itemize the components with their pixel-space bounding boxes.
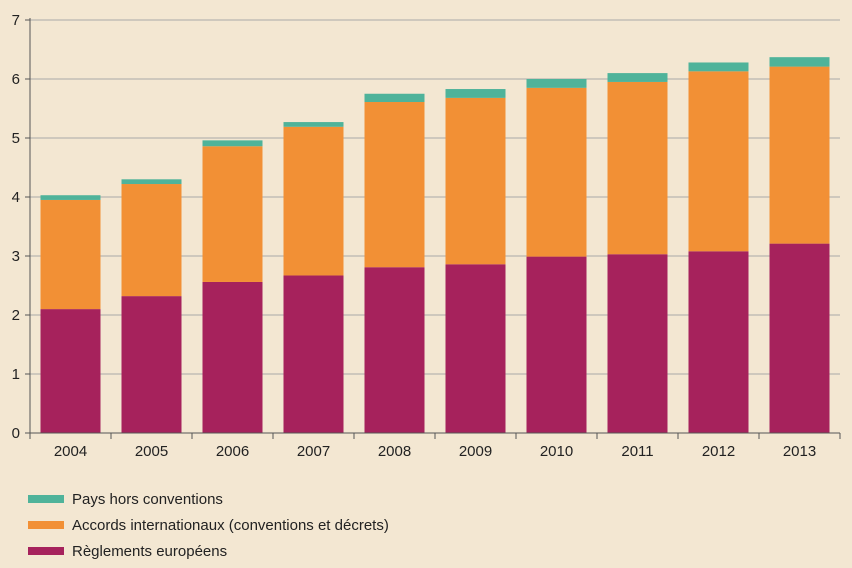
bar-segment-2009-2	[445, 89, 506, 98]
bar-segment-2010-1	[526, 87, 587, 257]
bar-segment-2005-0	[121, 296, 182, 433]
bar-segment-2007-0	[283, 275, 344, 433]
bar-segment-2013-0	[769, 243, 830, 433]
y-tick-label: 5	[12, 130, 20, 147]
bar-segment-2005-2	[121, 179, 182, 185]
bar-segment-2007-2	[283, 122, 344, 127]
x-tick-label: 2006	[216, 443, 249, 460]
x-tick-label: 2004	[54, 443, 87, 460]
bar-segment-2013-1	[769, 66, 830, 244]
bar-segment-2011-0	[607, 254, 668, 433]
x-tick-label: 2009	[459, 443, 492, 460]
bar-segment-2009-1	[445, 97, 506, 265]
bar-segment-2004-0	[40, 309, 101, 433]
x-tick-labels: 2004 2005 2006 2007 2008 2009 2010 2011 2012 2013	[54, 443, 816, 460]
bar-segment-2010-2	[526, 79, 587, 88]
bar-segment-2011-1	[607, 81, 668, 255]
legend-item: Pays hors conventions	[28, 486, 389, 512]
y-tick-labels: 0 1 2 3 4 5 6 7	[12, 12, 20, 442]
bar-segment-2011-2	[607, 73, 668, 82]
bar-segment-2008-0	[364, 267, 425, 433]
legend-label: Accords internationaux (conventions et d…	[72, 516, 389, 534]
legend: Pays hors conventions Accords internation…	[28, 486, 389, 564]
x-tick-label: 2010	[540, 443, 573, 460]
legend-swatch	[28, 547, 64, 555]
bar-stacks	[40, 57, 830, 433]
y-tick-label: 1	[12, 366, 20, 383]
y-tick-label: 6	[12, 71, 20, 88]
y-tick-label: 4	[12, 189, 20, 206]
y-tick-label: 3	[12, 248, 20, 265]
bar-segment-2009-0	[445, 264, 506, 433]
bar-segment-2012-0	[688, 251, 749, 433]
bar-segment-2008-1	[364, 102, 425, 268]
legend-item: Règlements européens	[28, 538, 389, 564]
legend-swatch	[28, 495, 64, 503]
legend-label: Pays hors conventions	[72, 490, 223, 508]
bar-segment-2012-2	[688, 62, 749, 72]
bar-segment-2006-1	[202, 146, 263, 282]
x-tick-label: 2011	[621, 443, 653, 460]
bar-segment-2004-2	[40, 195, 101, 200]
bar-segment-2013-2	[769, 57, 830, 67]
bar-segment-2007-1	[283, 126, 344, 276]
x-tick-label: 2005	[135, 443, 168, 460]
y-tick-label: 2	[12, 307, 20, 324]
legend-item: Accords internationaux (conventions et d…	[28, 512, 389, 538]
x-tick-label: 2008	[378, 443, 411, 460]
bar-segment-2004-1	[40, 199, 101, 310]
x-tick-label: 2007	[297, 443, 330, 460]
y-tick-label: 0	[12, 425, 20, 442]
x-tick-label: 2013	[783, 443, 816, 460]
legend-swatch	[28, 521, 64, 529]
x-tick-label: 2012	[702, 443, 735, 460]
bar-segment-2006-0	[202, 281, 263, 433]
bar-segment-2006-2	[202, 140, 263, 147]
bar-segment-2010-0	[526, 256, 587, 433]
axes	[25, 18, 841, 439]
bar-segment-2008-2	[364, 93, 425, 103]
bar-segment-2012-1	[688, 71, 749, 252]
legend-label: Règlements européens	[72, 542, 228, 560]
y-tick-label: 7	[12, 12, 20, 29]
bar-segment-2005-1	[121, 184, 182, 297]
